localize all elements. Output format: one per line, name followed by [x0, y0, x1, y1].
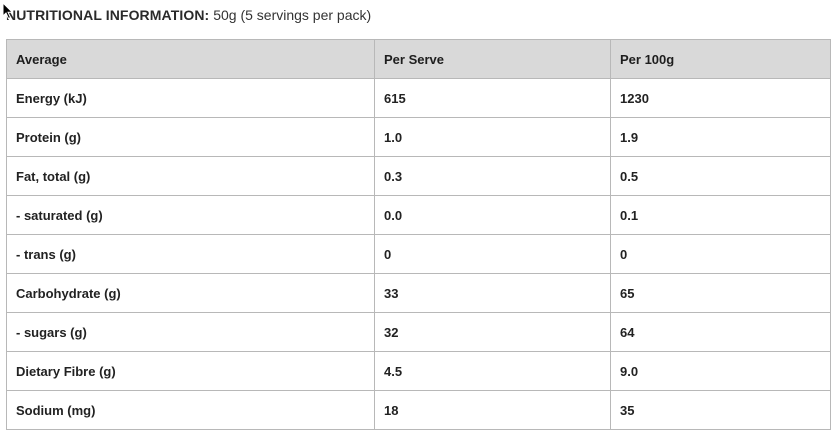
nutrient-name: Energy (kJ)	[6, 78, 375, 118]
table-row: - trans (g) 0 0	[6, 234, 831, 274]
per-100g-value: 35	[610, 390, 831, 430]
per-serve-value: 32	[374, 312, 611, 352]
table-row: - saturated (g) 0.0 0.1	[6, 195, 831, 235]
heading-serving-info: 50g (5 servings per pack)	[213, 7, 372, 23]
per-100g-value: 64	[610, 312, 831, 352]
heading-label: NUTRITIONAL INFORMATION:	[6, 7, 210, 23]
table-row: Carbohydrate (g) 33 65	[6, 273, 831, 313]
table-row: Protein (g) 1.0 1.9	[6, 117, 831, 157]
nutrient-name: Carbohydrate (g)	[6, 273, 375, 313]
table-row: Dietary Fibre (g) 4.5 9.0	[6, 351, 831, 391]
per-100g-value: 1230	[610, 78, 831, 118]
table-row: Sodium (mg) 18 35	[6, 390, 831, 430]
table-row: Fat, total (g) 0.3 0.5	[6, 156, 831, 196]
nutrient-name: Protein (g)	[6, 117, 375, 157]
nutrient-name: Sodium (mg)	[6, 390, 375, 430]
per-100g-value: 1.9	[610, 117, 831, 157]
per-100g-value: 0.5	[610, 156, 831, 196]
per-100g-value: 9.0	[610, 351, 831, 391]
nutrition-table: Average Per Serve Per 100g Energy (kJ) 6…	[6, 39, 831, 430]
per-serve-value: 4.5	[374, 351, 611, 391]
table-row: Energy (kJ) 615 1230	[6, 78, 831, 118]
per-100g-value: 0.1	[610, 195, 831, 235]
mouse-pointer-icon	[2, 2, 14, 20]
nutrient-name: - saturated (g)	[6, 195, 375, 235]
per-serve-value: 1.0	[374, 117, 611, 157]
column-header-per-serve: Per Serve	[374, 39, 611, 79]
per-serve-value: 615	[374, 78, 611, 118]
nutrient-name: - sugars (g)	[6, 312, 375, 352]
per-100g-value: 65	[610, 273, 831, 313]
table-header-row: Average Per Serve Per 100g	[6, 39, 831, 79]
per-serve-value: 0.3	[374, 156, 611, 196]
table-row: - sugars (g) 32 64	[6, 312, 831, 352]
per-serve-value: 0	[374, 234, 611, 274]
per-serve-value: 0.0	[374, 195, 611, 235]
nutrient-name: - trans (g)	[6, 234, 375, 274]
per-serve-value: 18	[374, 390, 611, 430]
nutrition-heading: NUTRITIONAL INFORMATION: 50g (5 servings…	[6, 6, 371, 24]
column-header-average: Average	[6, 39, 375, 79]
per-100g-value: 0	[610, 234, 831, 274]
nutrient-name: Dietary Fibre (g)	[6, 351, 375, 391]
per-serve-value: 33	[374, 273, 611, 313]
nutrient-name: Fat, total (g)	[6, 156, 375, 196]
column-header-per-100g: Per 100g	[610, 39, 831, 79]
